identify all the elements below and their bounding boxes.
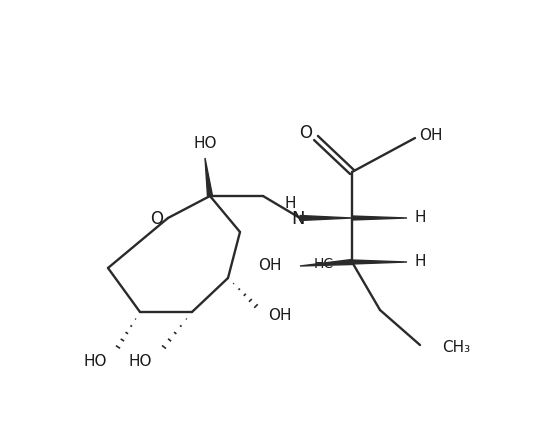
- Polygon shape: [352, 260, 407, 264]
- Text: OH: OH: [419, 127, 443, 142]
- Text: N: N: [292, 210, 305, 228]
- Text: H: H: [284, 197, 296, 212]
- Polygon shape: [300, 259, 352, 266]
- Text: H: H: [414, 210, 426, 225]
- Text: HO: HO: [128, 354, 152, 370]
- Polygon shape: [352, 216, 407, 220]
- Text: OH: OH: [268, 309, 292, 324]
- Polygon shape: [300, 216, 352, 221]
- Text: O: O: [151, 210, 163, 228]
- Text: OH: OH: [258, 259, 282, 274]
- Text: CH₃: CH₃: [442, 340, 470, 355]
- Text: H: H: [414, 255, 426, 270]
- Text: HC: HC: [314, 257, 334, 271]
- Text: HO: HO: [193, 137, 217, 152]
- Text: HO: HO: [83, 354, 107, 370]
- Polygon shape: [205, 158, 212, 196]
- Text: O: O: [300, 124, 312, 142]
